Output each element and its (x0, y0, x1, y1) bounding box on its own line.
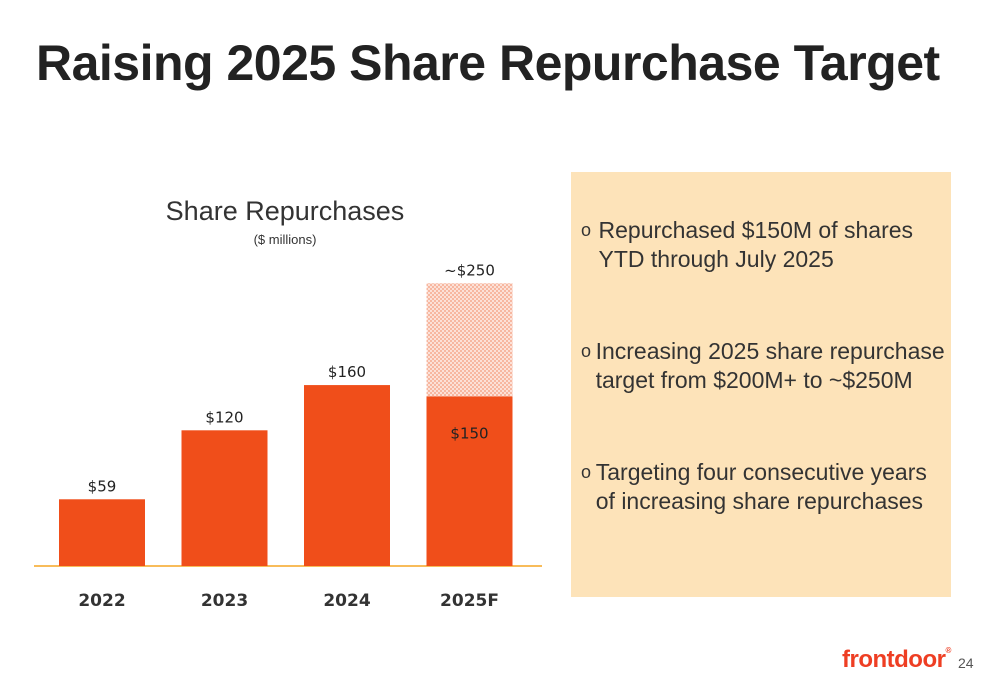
bullet-text: Targeting four consecutive years of incr… (595, 459, 927, 514)
bullet-text: Increasing 2025 share repurchase target … (595, 338, 945, 393)
bullet-marker: o (581, 220, 592, 240)
bar (426, 396, 513, 566)
share-repurchases-chart: $59 2022 $120 2023 $160 2024 ~$250 2025F $150 Sh… (30, 190, 550, 620)
frontdoor-logo: frontdoor® (842, 646, 951, 673)
page-number: 24 (958, 655, 974, 671)
bullet-item: o Targeting four consecutive years of in… (581, 458, 946, 516)
x-tick-label: 2024 (323, 591, 370, 611)
data-label: ~$250 (444, 261, 495, 279)
data-label: $160 (328, 363, 366, 381)
page-title: Raising 2025 Share Repurchase Target (36, 35, 940, 91)
x-tick-label: 2022 (78, 591, 125, 611)
chart-subtitle: ($ millions) (253, 232, 317, 247)
x-tick-label: 2025F (440, 591, 499, 611)
bar (59, 499, 145, 566)
bullet-text: Repurchased $150M of shares YTD through … (598, 217, 914, 272)
bullet-marker: o (581, 341, 592, 361)
bar-forecast-segment (426, 283, 513, 397)
bullet-item: o Repurchased $150M of shares YTD throug… (581, 216, 946, 274)
highlights-panel: o Repurchased $150M of shares YTD throug… (571, 172, 951, 597)
bar (304, 385, 390, 566)
bullet-marker: o (581, 462, 592, 482)
x-tick-label: 2023 (201, 591, 248, 611)
bar (181, 430, 268, 566)
bar-chart-svg: $59 2022 $120 2023 $160 2024 ~$250 2025F $150 (34, 261, 542, 611)
data-label: $59 (88, 477, 117, 495)
bullet-item: o Increasing 2025 share repurchase targe… (581, 337, 946, 395)
logo-text: frontdoor (842, 646, 946, 673)
data-label: $120 (205, 408, 243, 426)
inner-data-label: $150 (450, 424, 488, 442)
chart-title: Share Repurchases (165, 196, 405, 226)
